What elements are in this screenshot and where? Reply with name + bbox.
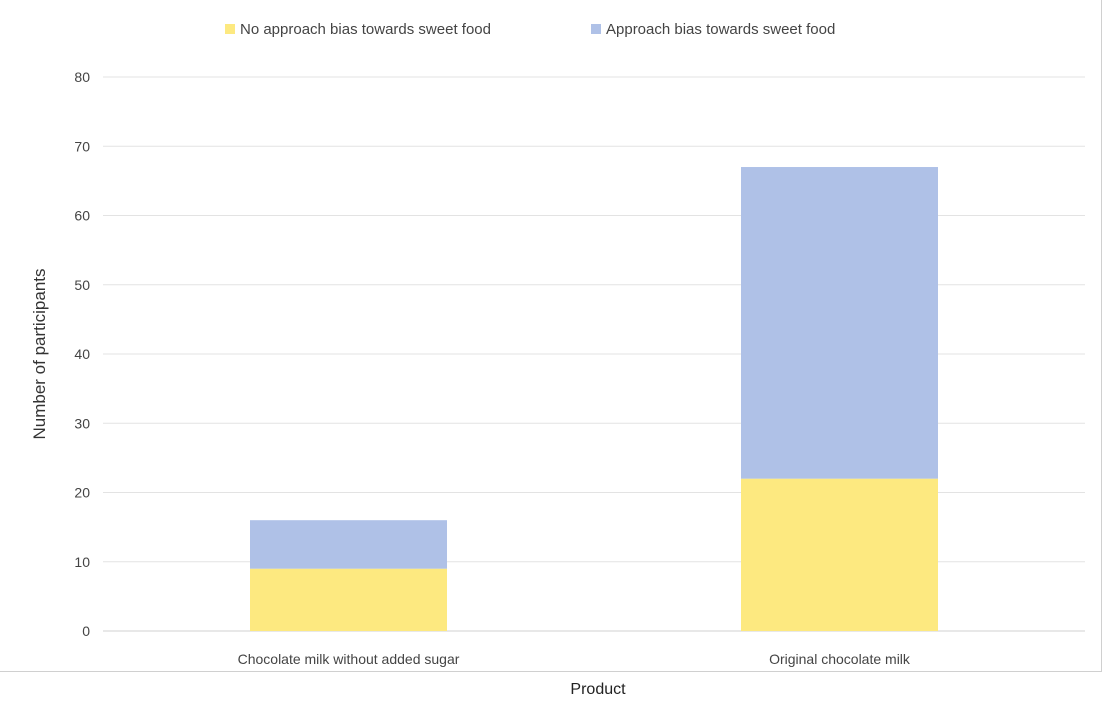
x-category-label: Chocolate milk without added sugar <box>238 651 460 667</box>
frame-bottom-line <box>0 671 1102 672</box>
y-tick-label: 30 <box>74 415 90 431</box>
y-tick-label: 40 <box>74 346 90 362</box>
legend-swatch <box>591 24 601 34</box>
legend-entry-label: Approach bias towards sweet food <box>606 21 835 38</box>
bar-segment <box>250 568 447 631</box>
y-axis-title: Number of participants <box>30 268 49 439</box>
x-axis-title: Product <box>570 681 626 698</box>
y-tick-label: 50 <box>74 277 90 293</box>
y-tick-label: 70 <box>74 138 90 154</box>
frame-right-line <box>1101 0 1102 672</box>
bar-segment <box>741 167 938 479</box>
bar-segment <box>741 478 938 631</box>
y-tick-label: 20 <box>74 485 90 501</box>
x-category-label: Original chocolate milk <box>769 651 911 667</box>
y-tick-label: 60 <box>74 208 90 224</box>
bar-segment <box>250 520 447 569</box>
y-tick-label: 0 <box>82 623 90 639</box>
legend-swatch <box>225 24 235 34</box>
y-tick-label: 10 <box>74 554 90 570</box>
y-tick-label: 80 <box>74 69 90 85</box>
legend-entry-label: No approach bias towards sweet food <box>240 21 491 38</box>
